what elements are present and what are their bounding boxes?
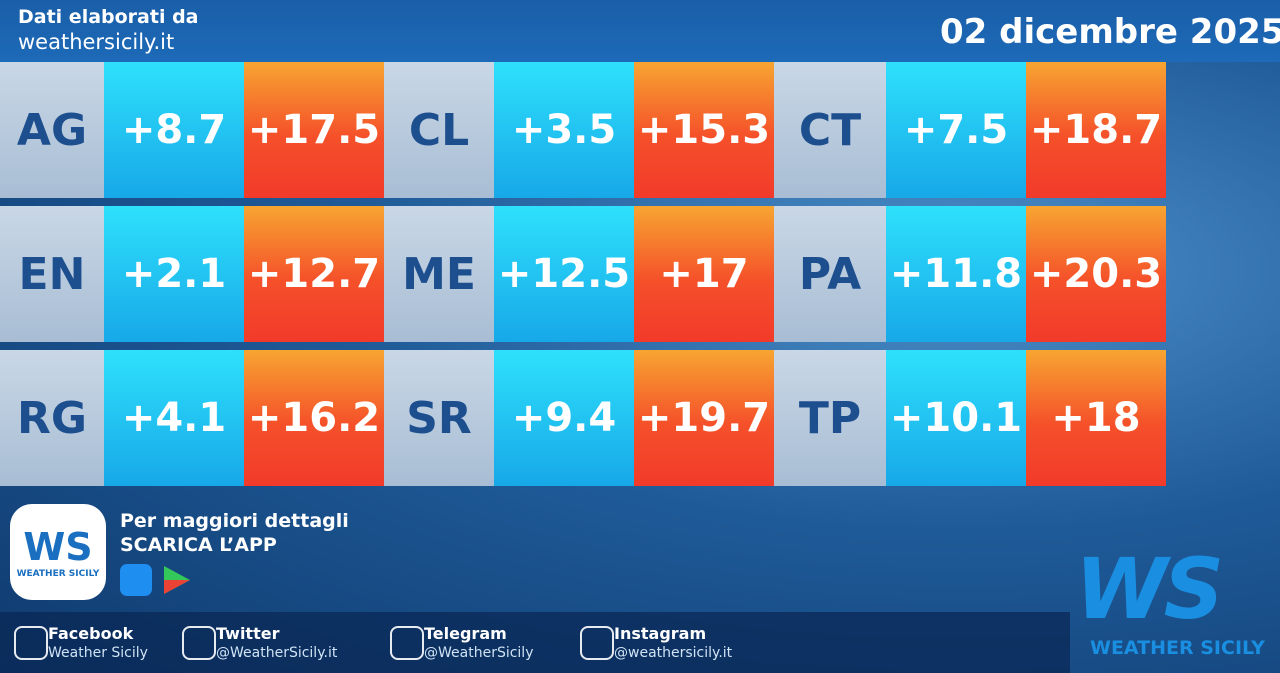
province-cell: ME: [384, 206, 494, 342]
province-cell: CL: [384, 62, 494, 198]
promo-line1: Per maggiori dettagli: [120, 510, 349, 532]
min-temp-cell: +7.5: [886, 62, 1026, 198]
app-store-icon[interactable]: [120, 564, 152, 596]
province-cell: CT: [774, 62, 886, 198]
province-cell: EN: [0, 206, 104, 342]
min-temp-cell: +3.5: [494, 62, 634, 198]
social-handle[interactable]: @WeatherSicily: [424, 645, 534, 661]
min-temp-cell: +4.1: [104, 350, 244, 486]
province-cell: SR: [384, 350, 494, 486]
play-store-icon[interactable]: [160, 564, 192, 596]
max-temp-cell: +19.7: [634, 350, 774, 486]
social-handle[interactable]: Weather Sicily: [48, 645, 148, 661]
max-temp-cell: +16.2: [244, 350, 384, 486]
max-temp-cell: +18.7: [1026, 62, 1166, 198]
province-cell: PA: [774, 206, 886, 342]
brand-name: WEATHER SICILY: [1090, 637, 1265, 659]
min-temp-cell: +11.8: [886, 206, 1026, 342]
social-handle[interactable]: @WeatherSicily.it: [216, 645, 338, 661]
social-handle[interactable]: @weathersicily.it: [614, 645, 733, 661]
source-label: Dati elaborati da: [18, 6, 199, 28]
max-temp-cell: +20.3: [1026, 206, 1166, 342]
play-triangle-lower: [164, 580, 190, 594]
app-logo-name: WEATHER SICILY: [16, 569, 100, 579]
min-temp-cell: +12.5: [494, 206, 634, 342]
max-temp-cell: +17: [634, 206, 774, 342]
promo-line2: SCARICA L’APP: [120, 534, 277, 556]
date: 02 dicembre 2025: [940, 12, 1280, 52]
province-cell: AG: [0, 62, 104, 198]
social-icon[interactable]: [580, 626, 614, 660]
max-temp-cell: +17.5: [244, 62, 384, 198]
footer-bar: [0, 612, 1070, 673]
max-temp-cell: +15.3: [634, 62, 774, 198]
province-cell: RG: [0, 350, 104, 486]
social-network[interactable]: Instagram: [614, 624, 707, 643]
header-bar: [0, 0, 1280, 62]
social-network[interactable]: Facebook: [48, 624, 134, 643]
app-logo-letters: WS: [23, 525, 93, 569]
social-icon[interactable]: [182, 626, 216, 660]
app-logo: WS WEATHER SICILY: [10, 504, 106, 600]
min-temp-cell: +9.4: [494, 350, 634, 486]
min-temp-cell: +10.1: [886, 350, 1026, 486]
min-temp-cell: +8.7: [104, 62, 244, 198]
province-cell: TP: [774, 350, 886, 486]
brand-letters: WS: [1075, 540, 1224, 638]
min-temp-cell: +2.1: [104, 206, 244, 342]
social-network[interactable]: Telegram: [424, 624, 507, 643]
social-icon[interactable]: [390, 626, 424, 660]
social-icon[interactable]: [14, 626, 48, 660]
source-site: weathersicily.it: [18, 30, 175, 54]
social-network[interactable]: Twitter: [216, 624, 280, 643]
max-temp-cell: +18: [1026, 350, 1166, 486]
max-temp-cell: +12.7: [244, 206, 384, 342]
